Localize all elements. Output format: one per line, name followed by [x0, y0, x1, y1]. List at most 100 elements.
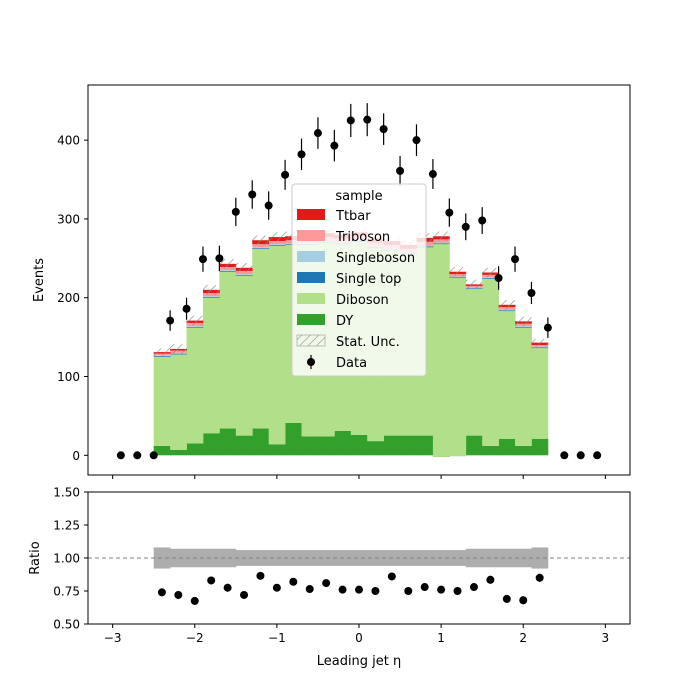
- x-tick-label-6: 3: [602, 631, 610, 645]
- ratio-point-13: [371, 587, 380, 595]
- bar-diboson-0: [153, 356, 171, 446]
- legend-label-dy: DY: [336, 314, 353, 329]
- ratio-unc-band-15: [400, 550, 417, 566]
- bar-singleboson-6: [252, 247, 270, 249]
- data-point-24: [511, 255, 520, 264]
- bar-single-top-2: [186, 326, 204, 328]
- ratio-point-10: [322, 579, 331, 588]
- bar-diboson-23: [531, 348, 549, 439]
- main-ytick-label-4: 400: [57, 134, 80, 148]
- legend-swatch-diboson: [297, 293, 325, 304]
- bar-singleboson-17: [432, 242, 450, 244]
- bar-dy-13: [367, 441, 385, 456]
- bar-dy-10: [317, 436, 335, 456]
- bar-dy-19: [465, 435, 483, 456]
- bar-singleboson-3: [202, 296, 220, 297]
- ratio-point-11: [338, 585, 347, 594]
- ratio-point-5: [240, 590, 249, 599]
- legend-label-data: Data: [336, 356, 367, 371]
- legend-swatch-dy: [297, 314, 325, 325]
- data-point-9: [264, 201, 273, 210]
- stat-unc-band-20: [482, 267, 499, 278]
- ratio-ytick-label-4: 1.50: [53, 486, 80, 500]
- ratio-unc-band-9: [301, 550, 319, 566]
- bar-diboson-1: [170, 354, 187, 450]
- ratio-ytick-label-2: 1.00: [53, 552, 80, 566]
- bar-dy-0: [153, 445, 171, 456]
- data-point-12: [313, 129, 322, 138]
- main-panel: 0 100 200 300 400 Events sample Ttbar Triboson…: [32, 84, 631, 479]
- legend-swatch-stat-unc: [296, 334, 326, 347]
- ratio-point-8: [289, 577, 298, 586]
- ratio-ytick-label-0: 0.50: [53, 618, 80, 632]
- ratio-point-1: [174, 590, 183, 599]
- bar-dy-9: [301, 436, 319, 456]
- bar-single-top-4: [219, 270, 237, 272]
- bar-dy-12: [350, 434, 368, 456]
- ratio-panel: 0.50 0.75 1.00 1.25 1.50 −3 −2 −1 0 1 2 3 Ratio: [28, 486, 631, 645]
- stat-unc-band-22: [515, 316, 532, 327]
- bar-dy-8: [285, 423, 302, 456]
- bar-singleboson-2: [186, 326, 204, 327]
- bar-dy-11: [334, 430, 352, 456]
- data-point-14: [346, 116, 355, 125]
- main-ytick-label-3: 300: [57, 212, 80, 226]
- ratio-unc-band-12: [350, 550, 368, 566]
- ratio-point-19: [469, 583, 478, 592]
- data-point-25: [527, 289, 536, 297]
- data-point-28: [576, 451, 585, 460]
- bar-diboson-20: [482, 278, 500, 446]
- legend: sample Ttbar Triboson Singleboson Single top…: [291, 183, 427, 377]
- main-ylabel: Events: [32, 258, 47, 302]
- bar-single-top-23: [531, 347, 549, 349]
- data-point-29: [593, 451, 602, 460]
- legend-box: [291, 183, 427, 377]
- stat-unc-band-7: [268, 232, 286, 242]
- ratio-unc-band-3: [202, 548, 220, 568]
- stat-unc-band-17: [432, 231, 450, 241]
- main-ytick-label-0: 0: [72, 449, 80, 463]
- ratio-point-0: [157, 588, 166, 597]
- ratio-point-15: [404, 587, 413, 595]
- bar-dy-16: [416, 435, 434, 456]
- main-ytick-label-1: 100: [57, 370, 80, 384]
- ratio-point-16: [420, 583, 429, 592]
- bar-diboson-3: [202, 297, 220, 434]
- ratio-ytick-label-1: 0.75: [53, 585, 80, 599]
- bar-singleboson-7: [268, 244, 286, 245]
- data-point-22: [478, 216, 487, 225]
- legend-label-triboson: Triboson: [335, 230, 390, 245]
- ratio-point-7: [272, 583, 281, 592]
- bar-singleboson-21: [498, 309, 516, 311]
- bar-dy-3: [202, 433, 220, 456]
- stat-unc-band-5: [235, 263, 253, 273]
- ratio-unc-band-0: [153, 547, 171, 569]
- stat-unc-band-0: [153, 348, 171, 357]
- ratio-unc-band-21: [498, 548, 516, 568]
- legend-title: sample: [335, 189, 382, 204]
- bar-triboson-7: [268, 241, 286, 245]
- bar-diboson-22: [515, 327, 532, 446]
- ratio-point-3: [207, 576, 216, 585]
- data-point-2: [149, 451, 158, 460]
- stat-unc-band-19: [465, 279, 483, 290]
- ratio-point-23: [535, 573, 544, 582]
- bar-single-top-3: [202, 296, 220, 298]
- ratio-unc-band-18: [449, 550, 467, 566]
- bar-dy-5: [235, 435, 253, 456]
- bar-diboson-5: [235, 275, 253, 436]
- data-point-13: [330, 141, 339, 150]
- bar-singleboson-5: [235, 274, 253, 275]
- bar-diboson-2: [186, 327, 204, 444]
- bar-diboson-7: [268, 245, 286, 445]
- ratio-point-20: [486, 575, 495, 584]
- legend-marker-data: [307, 358, 315, 366]
- stat-unc-band-3: [202, 285, 220, 295]
- data-point-3: [166, 316, 175, 325]
- bar-single-top-18: [449, 277, 467, 279]
- stat-unc-band-23: [531, 338, 548, 347]
- ratio-point-21: [502, 594, 511, 603]
- legend-swatch-triboson: [297, 230, 325, 241]
- bar-singleboson-20: [482, 277, 500, 279]
